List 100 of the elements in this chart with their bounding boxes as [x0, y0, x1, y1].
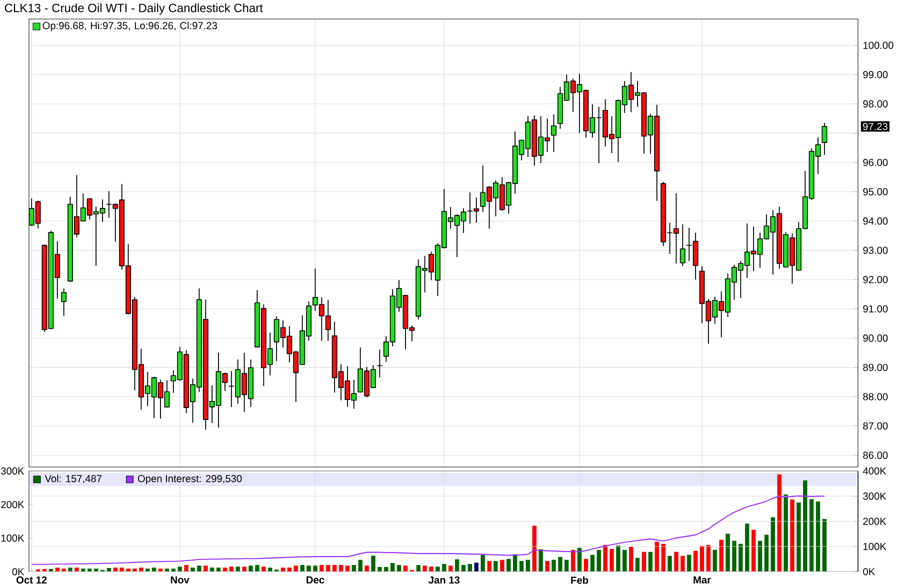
- bar: [204, 566, 208, 572]
- bar: [454, 559, 460, 572]
- candlestick: [822, 122, 828, 156]
- bar: [139, 568, 144, 572]
- bar: [164, 568, 170, 572]
- bar: [422, 566, 427, 572]
- bar: [687, 554, 692, 572]
- bar: [178, 566, 182, 572]
- bar: [822, 518, 827, 572]
- bar: [610, 548, 614, 572]
- y-tick-label: 100.00: [863, 42, 894, 49]
- bar: [113, 568, 118, 572]
- bar: [88, 568, 92, 572]
- bar: [474, 562, 478, 572]
- y-tick-label: 95.00: [863, 188, 888, 196]
- bar: [487, 560, 492, 572]
- bar: [106, 568, 112, 572]
- y-tick-label: 0K: [12, 568, 24, 576]
- bar: [674, 552, 678, 572]
- bar: [526, 560, 530, 572]
- bar: [171, 568, 176, 572]
- bar: [706, 544, 711, 572]
- candlestick: [680, 224, 686, 267]
- bar: [255, 564, 260, 572]
- bar: [603, 544, 608, 572]
- bar: [184, 564, 188, 572]
- bar: [146, 568, 150, 572]
- candlestick: [376, 349, 382, 378]
- bar: [745, 524, 750, 572]
- bar: [494, 560, 498, 572]
- chart-title: CLK13 - Crude Oil WTI - Daily Candlestick Chart: [4, 3, 263, 15]
- bar: [777, 474, 782, 572]
- bar: [126, 568, 130, 572]
- bar: [700, 546, 704, 572]
- x-tick-label: Jan 13: [428, 576, 460, 584]
- y-tick-label: 91.00: [863, 305, 888, 312]
- bar: [436, 566, 440, 572]
- bar: [326, 564, 330, 572]
- bar: [384, 566, 388, 572]
- bar: [280, 568, 286, 572]
- y-tick-label: 96.00: [863, 158, 888, 166]
- bar: [803, 480, 808, 572]
- bar: [764, 534, 769, 572]
- y-tick-label: 200K: [1, 500, 24, 508]
- y-tick-label: 98.00: [863, 100, 888, 108]
- bar: [552, 560, 556, 572]
- bar: [564, 560, 569, 572]
- bar: [262, 566, 266, 572]
- bar: [152, 568, 156, 572]
- bar: [68, 568, 72, 572]
- bar: [719, 540, 724, 572]
- bar: [222, 568, 228, 572]
- bar: [596, 550, 601, 572]
- bar: [248, 566, 253, 572]
- bar: [654, 542, 659, 572]
- bar: [732, 540, 736, 572]
- bar: [390, 562, 395, 572]
- bar: [712, 550, 717, 572]
- bar: [770, 517, 776, 572]
- bar: [158, 568, 163, 572]
- candlestick: [61, 288, 67, 316]
- bar: [628, 546, 634, 572]
- bar: [738, 544, 743, 572]
- bar: [403, 566, 408, 572]
- y-tick-label: 93.00: [863, 246, 888, 254]
- legend-label: Vol: 157,487: [44, 474, 102, 484]
- bar: [668, 556, 672, 572]
- text: 97.23: [863, 122, 888, 130]
- y-tick-label: 99.00: [863, 71, 888, 78]
- bar: [751, 530, 756, 572]
- y-tick-label: 90.00: [863, 334, 888, 342]
- bar: [648, 552, 653, 572]
- bar: [229, 566, 234, 572]
- bar: [584, 558, 588, 572]
- bar: [236, 566, 240, 572]
- bar: [74, 568, 79, 572]
- bar: [693, 550, 698, 572]
- bar: [287, 568, 292, 572]
- bar: [371, 556, 376, 572]
- bar: [480, 554, 485, 572]
- bar: [268, 568, 272, 572]
- bar: [796, 502, 801, 572]
- bar: [461, 564, 466, 572]
- y-tick-label: 100K: [1, 534, 24, 542]
- y-tick-label: 94.00: [863, 217, 888, 225]
- bar: [816, 502, 820, 572]
- bar: [532, 526, 536, 572]
- bar: [378, 566, 382, 572]
- bar: [790, 500, 794, 572]
- bar: [442, 564, 446, 572]
- bar: [448, 566, 453, 572]
- bar: [190, 568, 195, 572]
- bar: [500, 560, 504, 572]
- bar: [616, 546, 620, 572]
- bar: [313, 566, 318, 572]
- bar: [197, 566, 202, 572]
- y-tick-label: 300K: [1, 467, 24, 475]
- y2-tick-label: 400K: [862, 467, 886, 475]
- bar: [538, 549, 543, 572]
- bar: [332, 564, 337, 572]
